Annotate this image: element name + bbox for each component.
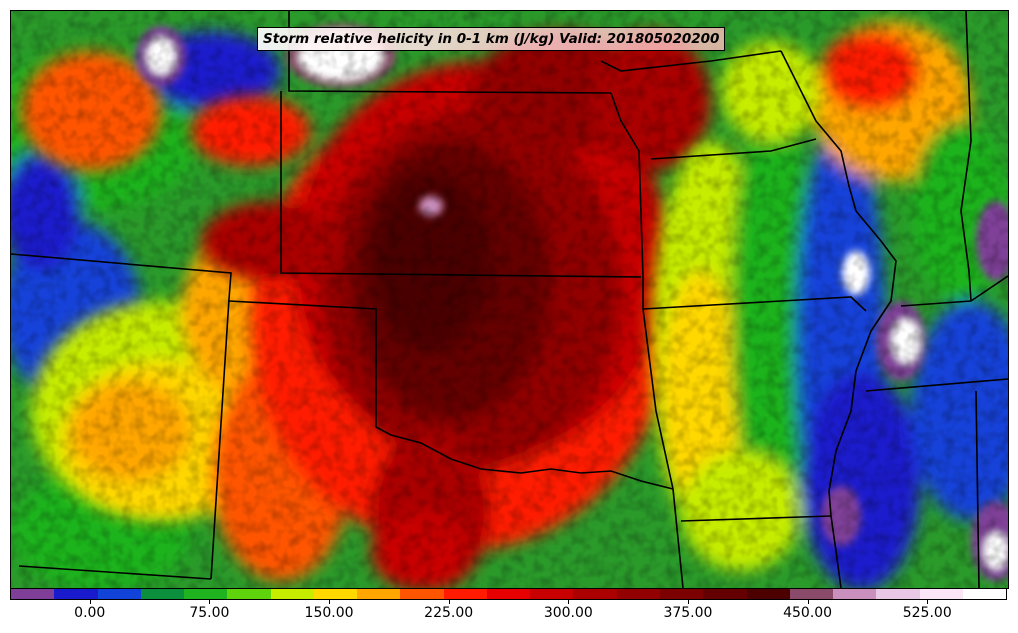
colorbar-tick-mark [448,600,450,604]
colorbar-tick-mark [89,600,91,604]
helicity-map: Storm relative helicity in 0-1 km (J/kg)… [10,10,1009,589]
boundary-new-mexico-west [210,298,230,580]
colorbar-tick-label: 375.00 [663,605,713,621]
boundary-kentucky [900,275,1008,307]
colorbar [10,588,1007,600]
map-title: Storm relative helicity in 0-1 km (J/kg)… [257,27,726,51]
colorbar-segment [184,589,228,599]
colorbar-segment [400,589,444,599]
colorbar-tick-label: 525.00 [902,605,952,621]
boundary-iowa-south [600,50,782,72]
colorbar-tick-label: 300.00 [543,605,593,621]
colorbar-tick-mark [687,600,689,604]
boundary-arkansas-south [680,515,832,522]
colorbar-tick-label: 450.00 [783,605,833,621]
colorbar-tick-label: 150.00 [304,605,354,621]
colorbar-segment [573,589,617,599]
colorbar-segment [789,589,834,599]
boundary-illinois-east [960,11,972,302]
colorbar-segment [54,589,98,599]
colorbar-segment [616,589,660,599]
boundary-kansas-east [610,92,644,278]
boundary-texas-east [672,488,684,588]
boundary-mississippi-river [780,50,897,588]
colorbar-segment [659,589,704,599]
boundary-alabama-west [975,390,980,588]
boundary-tennessee-south [865,378,1008,392]
colorbar-segment [486,589,531,599]
colorbar-segment [746,589,790,599]
colorbar-segment [357,589,401,599]
colorbar-tick-label: 225.00 [424,605,474,621]
boundary-red-river [375,426,674,490]
colorbar-segment [313,589,358,599]
colorbar-segment [833,589,877,599]
colorbar-segment [703,589,747,599]
boundary-oklahoma-panhandle [228,300,377,427]
colorbar-segment [530,589,574,599]
colorbar-ticks: 0.00 75.00 150.00 225.00 300.00 375.00 450.00 5… [0,600,1018,630]
colorbar-tick-mark [329,600,331,604]
boundary-arkansas-north [642,296,867,312]
boundary-nebraska-south [280,91,642,278]
colorbar-segment [962,589,1006,599]
boundary-texas-north [18,565,212,580]
helicity-field [11,11,1008,588]
boundary-oklahoma-east [642,277,674,490]
boundary-colorado-west [11,253,232,300]
colorbar-segment [140,589,185,599]
colorbar-tick-mark [927,600,929,604]
colorbar-segment [443,589,487,599]
colorbar-segment [876,589,920,599]
boundary-missouri-north [650,138,817,160]
colorbar-segment [270,589,314,599]
colorbar-tick-mark [209,600,211,604]
state-boundaries [11,11,1008,588]
colorbar-tick-label: 75.00 [189,605,230,621]
colorbar-tick-mark [807,600,809,604]
colorbar-segment [11,589,55,599]
colorbar-segment [97,589,141,599]
colorbar-segment [919,589,963,599]
colorbar-tick-label: 0.00 [74,605,106,621]
map-canvas [11,11,1008,588]
colorbar-tick-mark [568,600,570,604]
colorbar-segment [227,589,271,599]
